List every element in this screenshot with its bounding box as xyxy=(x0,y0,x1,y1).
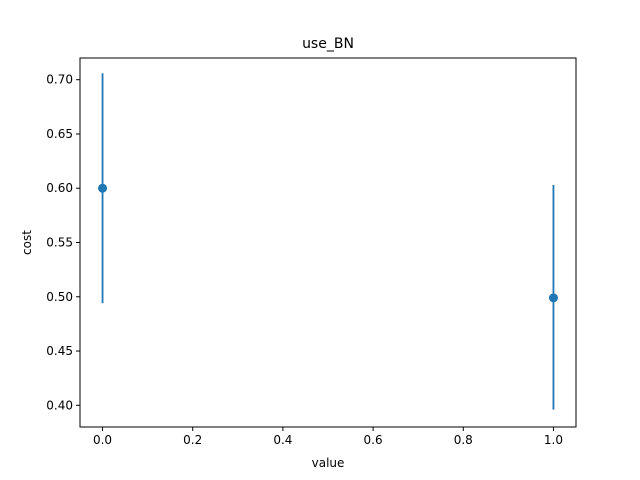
y-tick-label: 0.45 xyxy=(46,344,73,358)
plot-area xyxy=(98,73,558,410)
data-point xyxy=(548,293,558,303)
chart-title: use_BN xyxy=(302,36,354,52)
y-tick-label: 0.50 xyxy=(46,290,73,304)
x-tick-label: 0.4 xyxy=(273,433,292,447)
y-tick-label: 0.40 xyxy=(46,398,73,412)
x-tick-label: 1.0 xyxy=(544,433,563,447)
x-tick-label: 0.8 xyxy=(454,433,473,447)
data-point xyxy=(98,183,108,193)
y-tick-label: 0.70 xyxy=(46,73,73,87)
x-axis-label: value xyxy=(312,456,345,470)
y-tick-label: 0.60 xyxy=(46,181,73,195)
axes-frame xyxy=(79,57,577,428)
y-tick-label: 0.55 xyxy=(46,236,73,250)
y-tick-label: 0.65 xyxy=(46,127,73,141)
x-tick-label: 0.0 xyxy=(93,433,112,447)
x-tick-label: 0.6 xyxy=(364,433,383,447)
y-axis-label: cost xyxy=(20,230,34,255)
x-tick-label: 0.2 xyxy=(183,433,202,447)
